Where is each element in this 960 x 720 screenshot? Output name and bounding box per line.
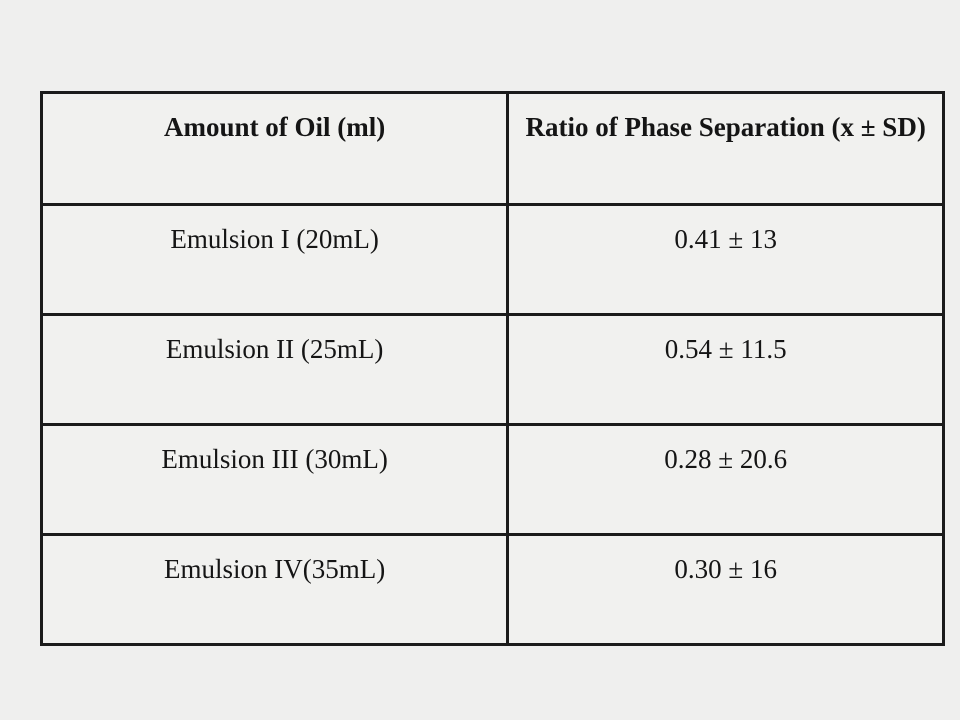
emulsion-label-cell: Emulsion IV(35mL) bbox=[39, 533, 510, 646]
ratio-value-cell: 0.41 ± 13 bbox=[506, 203, 945, 316]
ratio-value-cell: 0.28 ± 20.6 bbox=[506, 423, 945, 536]
table-row: Emulsion I (20mL) 0.41 ± 13 bbox=[39, 203, 945, 316]
emulsion-label-cell: Emulsion III (30mL) bbox=[39, 423, 510, 536]
ratio-value-cell: 0.54 ± 11.5 bbox=[506, 313, 945, 426]
phase-separation-table: Amount of Oil (ml) Ratio of Phase Separa… bbox=[39, 91, 945, 646]
emulsion-label-cell: Emulsion II (25mL) bbox=[39, 313, 510, 426]
table-row: Emulsion III (30mL) 0.28 ± 20.6 bbox=[39, 423, 945, 536]
column-header-ratio-phase-separation: Ratio of Phase Separation (x ± SD) bbox=[506, 91, 945, 206]
table-row: Emulsion IV(35mL) 0.30 ± 16 bbox=[39, 533, 945, 646]
column-header-amount-of-oil: Amount of Oil (ml) bbox=[39, 91, 510, 206]
table-header-row: Amount of Oil (ml) Ratio of Phase Separa… bbox=[39, 91, 945, 206]
ratio-value-cell: 0.30 ± 16 bbox=[506, 533, 945, 646]
table-row: Emulsion II (25mL) 0.54 ± 11.5 bbox=[39, 313, 945, 426]
emulsion-label-cell: Emulsion I (20mL) bbox=[39, 203, 510, 316]
